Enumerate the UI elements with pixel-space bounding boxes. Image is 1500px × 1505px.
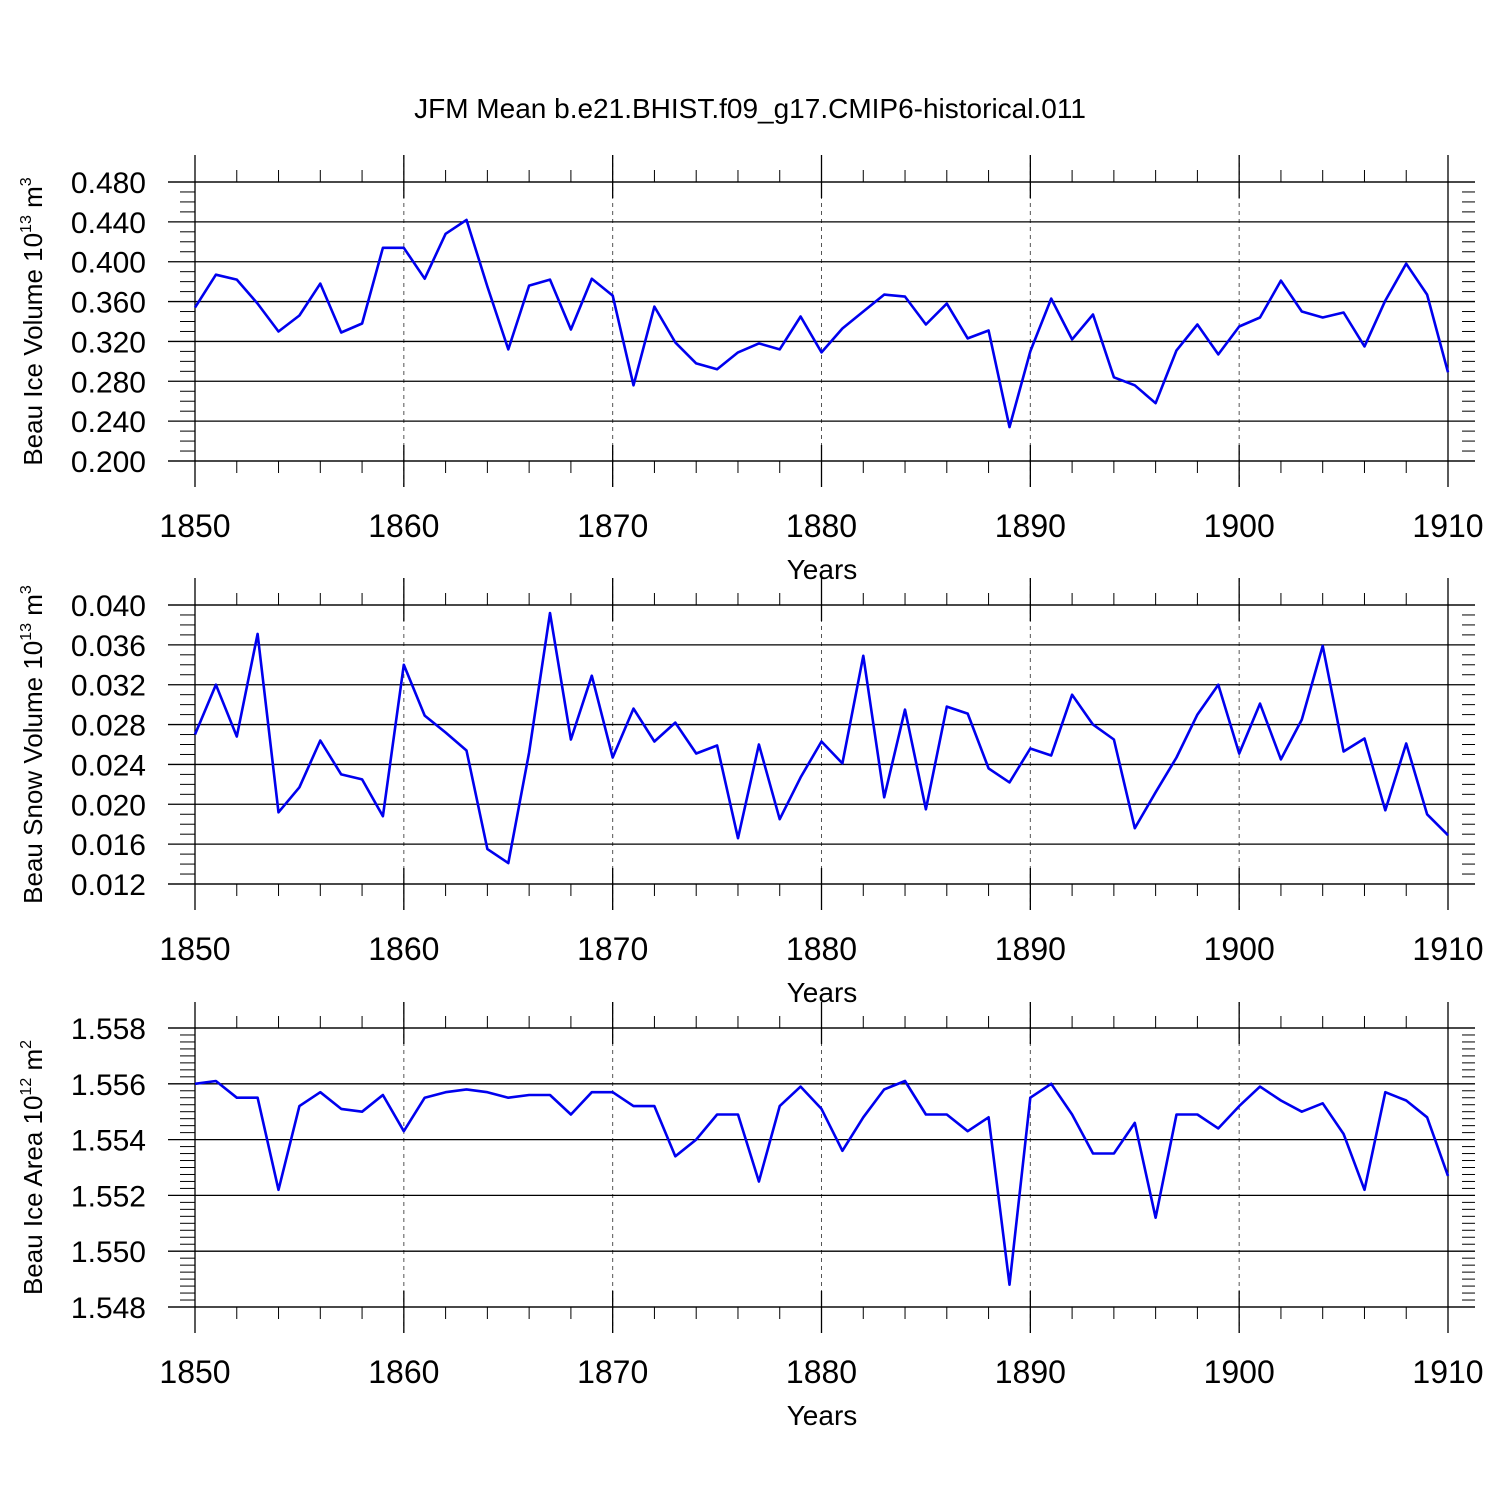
y-axis-label: Beau Snow Volume 1013 m3 — [18, 585, 48, 904]
x-tick-label: 1900 — [1204, 508, 1275, 544]
x-tick-label: 1910 — [1412, 1354, 1483, 1390]
y-tick-label: 0.020 — [71, 789, 146, 822]
y-tick-label: 0.040 — [71, 590, 146, 623]
x-tick-label: 1850 — [159, 931, 230, 967]
chart-panel-1: 0.200 0.240 0.280 0.320 0.360 0.400 0.440 0.480… — [18, 155, 1484, 585]
y-tick-label: 0.036 — [71, 630, 146, 663]
x-tick-label: 1880 — [786, 1354, 857, 1390]
y-tick-label: 0.240 — [71, 406, 146, 439]
y-tick-label: 0.360 — [71, 287, 146, 320]
y-axis-label: Beau Ice Volume 1013 m3 — [18, 177, 48, 465]
y-tick-label: 0.200 — [71, 446, 146, 479]
y-tick-label: 0.028 — [71, 710, 146, 743]
x-tick-label: 1880 — [786, 931, 857, 967]
y-tick-label: 1.556 — [71, 1069, 146, 1102]
x-tick-label: 1860 — [368, 1354, 439, 1390]
x-tick-label: 1880 — [786, 508, 857, 544]
data-series-line — [193, 218, 1450, 429]
y-tick-label: 0.024 — [71, 749, 146, 782]
x-tick-label: 1900 — [1204, 1354, 1275, 1390]
chart-title: JFM Mean b.e21.BHIST.f09_g17.CMIP6-histo… — [414, 93, 1086, 124]
x-tick-label: 1860 — [368, 508, 439, 544]
y-tick-label: 1.548 — [71, 1292, 146, 1325]
y-tick-label: 1.558 — [71, 1013, 146, 1046]
x-tick-label: 1890 — [995, 931, 1066, 967]
x-tick-label: 1890 — [995, 1354, 1066, 1390]
y-tick-label: 0.400 — [71, 247, 146, 280]
y-tick-label: 1.554 — [71, 1125, 146, 1158]
y-axis-label: Beau Ice Area 1012 m2 — [18, 1040, 48, 1295]
chart-panel-3: 1.548 1.550 1.552 1.554 1.556 1.558 1850 1860 18… — [18, 1002, 1484, 1431]
x-tick-label: 1900 — [1204, 931, 1275, 967]
y-tick-label: 0.032 — [71, 670, 146, 703]
y-tick-label: 1.550 — [71, 1236, 146, 1269]
x-axis-label: Years — [787, 1400, 858, 1431]
x-tick-label: 1910 — [1412, 931, 1483, 967]
x-tick-label: 1910 — [1412, 508, 1483, 544]
x-tick-label: 1870 — [577, 1354, 648, 1390]
data-series-line — [193, 611, 1449, 865]
x-tick-label: 1890 — [995, 508, 1066, 544]
data-series-line — [194, 1079, 1450, 1286]
x-tick-label: 1860 — [368, 931, 439, 967]
y-tick-label: 0.016 — [71, 829, 146, 862]
chart-panel-2: 0.012 0.016 0.020 0.024 0.028 0.032 0.036 0.040… — [18, 578, 1484, 1008]
x-tick-label: 1870 — [577, 508, 648, 544]
x-tick-label: 1870 — [577, 931, 648, 967]
y-tick-label: 0.320 — [71, 326, 146, 359]
y-tick-label: 0.440 — [71, 207, 146, 240]
y-tick-label: 0.480 — [71, 167, 146, 200]
y-tick-label: 0.012 — [71, 869, 146, 902]
x-tick-label: 1850 — [159, 1354, 230, 1390]
y-tick-label: 0.280 — [71, 366, 146, 399]
y-tick-label: 1.552 — [71, 1180, 146, 1213]
x-tick-label: 1850 — [159, 508, 230, 544]
